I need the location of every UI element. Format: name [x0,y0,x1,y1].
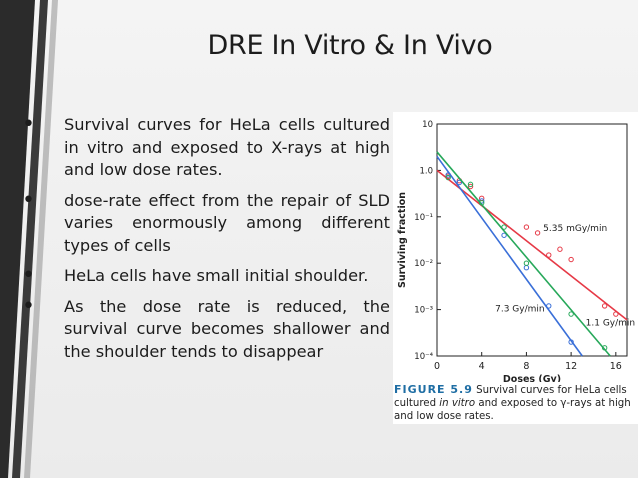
bullet-dot: • [22,293,35,319]
data-point [601,303,608,309]
x-tick-label: 4 [479,361,485,372]
bullet-list: • Survival curves for HeLa cells cultured… [22,114,390,371]
series-annotation: 1.1 Gy/min [586,319,635,329]
data-point [568,311,574,317]
x-axis-label: Doses (Gy) [503,374,561,382]
series-line [436,155,583,357]
y-axis-label: Surviving fraction [397,192,408,288]
data-point [546,303,552,309]
background-stripes [0,0,58,478]
survival-chart: 0 4 8 12 16 10 1.0 10⁻¹ 10⁻² 10⁻³ 10⁻⁴ Doses (Gy) Su… [397,120,635,385]
x-tick-label: 8 [523,361,529,372]
data-point [534,230,541,236]
data-point [557,246,563,252]
x-tick-label: 12 [565,361,577,372]
caption-rest: and exposed to γ-rays at high and low do… [394,398,631,422]
y-tick-label: 10⁻⁴ [414,352,433,362]
data-point [501,232,507,238]
data-point [523,264,530,271]
data-point [445,174,451,181]
series-annotation: 7.3 Gy/min [495,305,544,315]
data-point [613,311,619,317]
bullet-text: As the dose rate is reduced, the surviva… [64,296,390,361]
figure-label: FIGURE 5.9 [394,383,473,396]
bullet-dot: • [22,187,35,213]
bullet-dot: • [22,263,35,288]
bullet-item: • dose-rate effect from the repair of SLD… [22,189,390,258]
data-point [467,181,474,188]
data-point [568,339,574,345]
data-point [467,183,474,190]
bullet-text: HeLa cells have small initial shoulder. [64,266,369,285]
series-line [436,151,611,357]
y-tick-label: 10⁻² [414,259,433,269]
data-point [445,172,451,178]
plot-frame [436,123,628,357]
bullet-item: • Survival curves for HeLa cells cultured… [22,114,390,182]
figure-panel: 0 4 8 12 16 10 1.0 10⁻¹ 10⁻² 10⁻³ 10⁻⁴ Doses (Gy) Su… [393,112,638,424]
data-point [501,224,507,230]
data-point [523,224,530,230]
bullet-item: • As the dose rate is reduced, the surviv… [22,295,390,364]
data-point [523,260,530,266]
data-point [601,345,608,351]
bullet-text: Survival curves for HeLa cells cultured … [64,115,390,179]
x-tick-label: 16 [610,361,622,372]
x-tick-label: 0 [434,361,440,372]
y-tick-label: 10 [422,120,433,130]
y-tick-label: 1.0 [419,166,433,176]
y-tick-label: 10⁻³ [414,306,433,316]
data-point [479,200,485,206]
y-tick-label: 10⁻¹ [414,213,433,223]
data-point [546,252,552,258]
series-line [436,169,628,321]
caption-main: Survival curves for HeLa cells cultured [394,385,627,409]
bullet-item: • HeLa cells have small initial shoulder. [22,265,390,288]
caption-italic: in vitro [439,398,476,409]
data-point [456,179,463,186]
slide-title: DRE In Vitro & In Vivo [207,30,493,61]
data-point [568,256,574,263]
series-annotation: 5.35 mGy/min [543,224,607,234]
bullet-dot: • [22,112,35,137]
figure-caption: FIGURE 5.9 Survival curves for HeLa cell… [394,383,638,423]
bullet-text: dose-rate effect from the repair of SLD … [64,190,390,255]
